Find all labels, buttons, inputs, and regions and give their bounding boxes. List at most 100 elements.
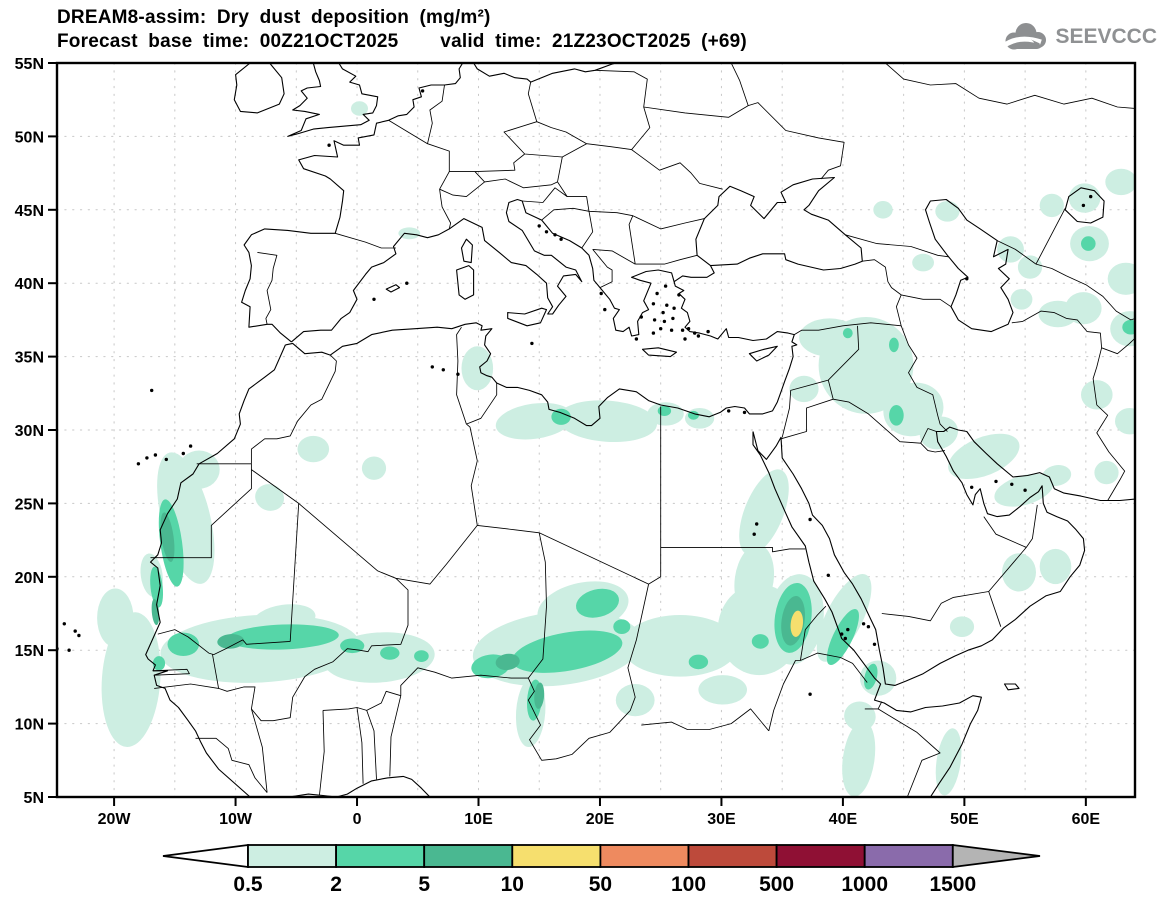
small-island	[1023, 488, 1027, 492]
small-island	[559, 237, 563, 241]
y-tick-label: 30N	[15, 423, 44, 440]
small-island	[846, 627, 850, 632]
x-tick-label: 50E	[950, 811, 979, 828]
country-border	[388, 119, 452, 229]
small-island	[372, 297, 376, 301]
dust-contour	[551, 408, 571, 425]
colorbar-legend: 0.5 2 5 10 50 100 500 1000 1500	[162, 843, 1041, 896]
dust-contour	[150, 566, 164, 608]
country-border	[900, 325, 948, 432]
small-island	[181, 451, 185, 456]
small-island	[603, 307, 607, 312]
country-border	[800, 652, 868, 683]
country-border	[877, 708, 941, 797]
dust-contour	[685, 408, 715, 429]
country-border	[1035, 263, 1135, 321]
cloud-icon	[1001, 23, 1047, 50]
country-border	[988, 504, 1038, 592]
small-island	[994, 479, 998, 484]
small-island	[808, 517, 812, 522]
dust-contour	[361, 456, 387, 480]
dust-contour	[1039, 193, 1064, 218]
small-island	[671, 316, 675, 321]
dust-contour	[799, 318, 860, 357]
coastline	[145, 344, 286, 797]
colorbar-label: 500	[759, 873, 794, 896]
dust-contour	[698, 675, 747, 705]
small-island	[693, 331, 697, 335]
small-island	[686, 327, 691, 331]
small-island	[742, 410, 747, 415]
country-border	[212, 577, 409, 722]
dust-contour	[1107, 262, 1135, 295]
country-border	[635, 254, 698, 265]
country-border	[477, 524, 540, 534]
small-island	[52, 618, 55, 621]
coastline	[285, 281, 798, 427]
country-border	[641, 708, 770, 732]
country-border	[527, 532, 547, 679]
country-border	[794, 322, 902, 335]
dust-contour	[1094, 460, 1119, 485]
dust-contour	[380, 646, 400, 660]
country-border	[592, 248, 636, 265]
axis-ticks-and-labels: 20W 10W 0 10E 20E 30E 40E 50E 60E 55N 50N 45N 40N 35N…	[15, 56, 1101, 828]
small-island	[662, 319, 667, 324]
small-island	[840, 632, 844, 636]
country-border	[586, 69, 651, 151]
small-island	[665, 303, 669, 307]
coastlines-and-borders	[52, 63, 1135, 797]
colorbar-label: 2	[330, 873, 342, 896]
colorbar-segment	[423, 844, 514, 868]
small-island	[752, 532, 756, 536]
small-island	[430, 365, 434, 369]
country-border	[439, 171, 486, 198]
dust-contour	[889, 337, 899, 353]
dust-contour	[1081, 236, 1096, 251]
country-border	[881, 591, 989, 622]
country-border	[474, 153, 525, 173]
small-island	[420, 89, 425, 93]
small-island	[651, 302, 656, 306]
dust-contour	[398, 227, 421, 240]
dust-contour	[919, 416, 959, 450]
dust-contour	[751, 634, 769, 649]
country-border	[557, 181, 705, 230]
x-tick-label: 30E	[707, 811, 736, 828]
small-island	[553, 233, 557, 237]
small-island	[77, 633, 81, 638]
country-border	[251, 469, 299, 504]
small-island	[73, 629, 77, 633]
coastline	[752, 426, 1135, 686]
colorbar-segment	[775, 844, 866, 868]
country-border	[527, 584, 650, 761]
dust-contour	[826, 608, 859, 666]
small-island	[696, 334, 701, 338]
small-island	[755, 522, 759, 526]
small-island	[677, 293, 681, 297]
dust-contour	[1002, 553, 1036, 592]
dust-contour	[461, 346, 494, 391]
country-border	[983, 516, 1027, 548]
country-border	[862, 259, 902, 326]
country-border	[257, 251, 278, 325]
country-border	[1011, 310, 1126, 501]
colorbar-label: 10	[501, 873, 524, 896]
country-border	[730, 63, 749, 106]
y-tick-label: 20N	[15, 570, 44, 587]
dust-contour	[1122, 319, 1135, 335]
x-tick-label: 10W	[219, 811, 253, 828]
coastline	[473, 63, 616, 83]
country-border	[335, 232, 396, 249]
forecast-time-subtitle: Forecast base time: 00Z21OCT2025 valid t…	[57, 31, 747, 52]
dust-contour	[889, 405, 904, 426]
country-border	[152, 668, 190, 676]
y-tick-label: 45N	[15, 203, 44, 220]
island-outline	[748, 345, 778, 362]
y-tick-label: 55N	[15, 56, 44, 73]
seevccc-logo: SEEVCCC	[1001, 22, 1157, 52]
country-border	[466, 423, 478, 526]
small-island	[537, 224, 541, 228]
small-island	[1010, 482, 1014, 486]
